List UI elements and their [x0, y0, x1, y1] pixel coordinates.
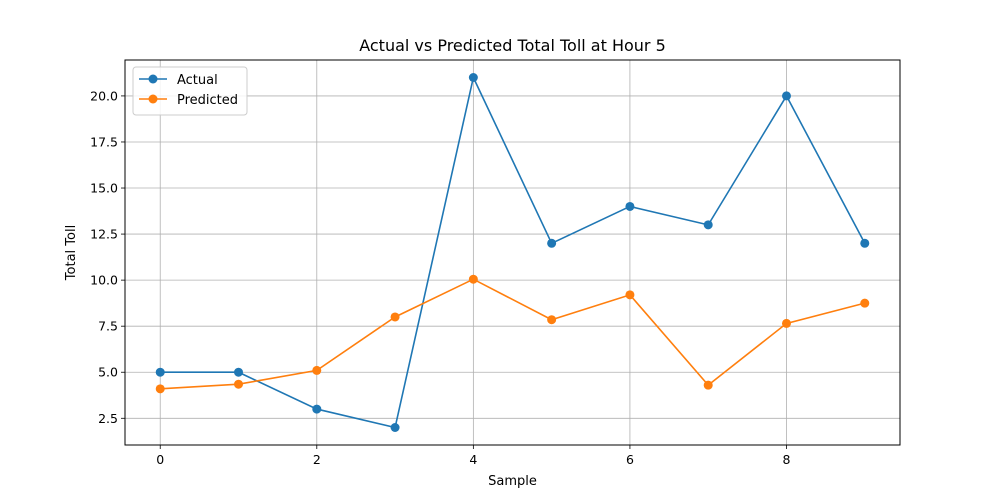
series-line-predicted: [160, 278, 865, 390]
plot-frame: [124, 59, 901, 446]
y-axis-label: Total Toll: [64, 225, 79, 281]
y-tick-label: 5.0: [98, 365, 118, 380]
data-point-actual: [703, 220, 713, 230]
legend-marker-predicted: [148, 94, 158, 104]
legend-label-predicted: Predicted: [177, 93, 238, 108]
data-point-predicted: [703, 380, 713, 390]
x-tick-label: 4: [469, 452, 477, 467]
grid: [125, 60, 900, 445]
data-point-predicted: [468, 274, 478, 284]
x-tick-label: 0: [156, 452, 164, 467]
y-tick-label: 10.0: [90, 273, 118, 288]
chart-title: Actual vs Predicted Total Toll at Hour 5: [359, 36, 666, 55]
data-point-actual: [781, 91, 791, 101]
data-point-actual: [155, 367, 165, 377]
data-point-actual: [468, 73, 478, 82]
data-point-predicted: [390, 312, 400, 322]
data-point-actual: [625, 201, 635, 211]
legend-label-actual: Actual: [177, 73, 218, 88]
axis-ticks: 0 2 4 6 8 2.5 5.0 7.5 10.0 12.5 15.0 17.5 20.0: [90, 88, 790, 467]
data-point-actual: [860, 238, 870, 248]
data-point-predicted: [781, 318, 791, 328]
data-point-predicted: [155, 384, 165, 394]
series-layer: [155, 73, 870, 432]
data-point-predicted: [547, 315, 557, 325]
x-tick-label: 8: [783, 452, 791, 467]
data-point-predicted: [625, 290, 635, 300]
y-tick-label: 2.5: [98, 411, 118, 426]
y-tick-label: 17.5: [90, 134, 118, 149]
series-line-actual: [160, 75, 866, 429]
x-tick-label: 6: [626, 452, 634, 467]
data-point-actual: [234, 367, 244, 377]
y-tick-label: 7.5: [98, 319, 118, 334]
data-point-actual: [390, 423, 400, 432]
y-tick-label: 20.0: [90, 88, 118, 103]
data-point-predicted: [312, 365, 322, 375]
legend: Actual Predicted: [132, 66, 248, 116]
legend-marker-actual: [148, 74, 158, 84]
x-axis-label: Sample: [488, 474, 537, 489]
data-point-actual: [312, 404, 322, 414]
data-point-predicted: [860, 298, 870, 308]
data-point-predicted: [234, 379, 244, 389]
data-point-actual: [547, 238, 557, 248]
y-tick-label: 15.0: [90, 181, 118, 196]
y-tick-label: 12.5: [90, 227, 118, 242]
x-tick-label: 2: [313, 452, 321, 467]
